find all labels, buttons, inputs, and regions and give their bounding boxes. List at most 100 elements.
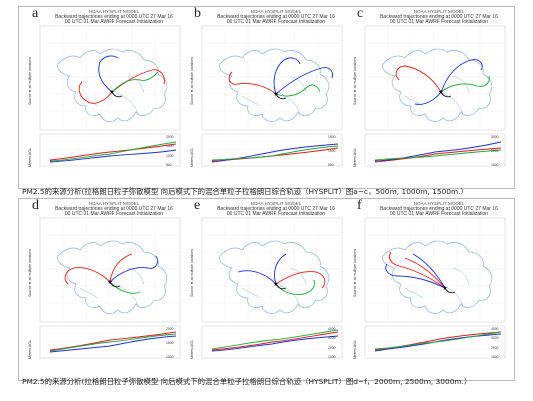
agl-label: Meters AGL: [190, 329, 199, 361]
source-label-text: Source ★ at multiple locations: [190, 248, 194, 297]
trajectory-panel-e: e NOAA HYSPLIT MODEL Backward trajectories…: [190, 198, 346, 373]
agl-label: Meters AGL: [28, 329, 37, 361]
height-profile-plot: [39, 325, 181, 359]
source-star-icon: ★: [107, 279, 112, 286]
trajectory-line: [395, 65, 442, 93]
panel-letter: f: [357, 198, 362, 213]
trajectory-line: [414, 91, 442, 105]
source-label: Source ★ at multiple locations: [353, 243, 362, 297]
caption-bottom: PM2.5的来源分析(拉格朗日粒子弥散模型 向后模式下的混合单粒子拉格朗日综合轨…: [22, 377, 472, 386]
height-trajectory-line: [211, 331, 339, 351]
panel-letter: c: [357, 6, 364, 21]
trajectory-line: [98, 55, 119, 93]
trajectory-line: [404, 257, 446, 289]
panel-subtitle: 00 UTC 01 Mar AWRF Forecast Initializati…: [64, 19, 164, 26]
panel-header: NOAA HYSPLIT MODEL Backward trajectories …: [206, 9, 346, 26]
source-star-icon: ★: [438, 89, 443, 96]
trajectory-line: [109, 253, 133, 283]
height-ytick: 1000: [491, 163, 499, 167]
trajectory-line: [412, 253, 446, 289]
height-trajectory-line: [211, 143, 339, 163]
panel-letter: b: [194, 6, 201, 21]
panel-subtitle: 00 UTC 01 Mar AWRF Forecast Initializati…: [389, 19, 489, 26]
panel-header: NOAA HYSPLIT MODEL Backward trajectories …: [206, 201, 346, 218]
trajectory-panel-b: b NOAA HYSPLIT MODEL Backward trajectories…: [190, 6, 346, 181]
height-ytick: 2000: [491, 149, 499, 153]
source-star-icon: ★: [273, 91, 278, 98]
height-profile-plot: [39, 133, 181, 167]
height-trajectory-line: [49, 143, 177, 161]
trajectory-panel-c: c NOAA HYSPLIT MODEL Backward trajectories…: [353, 6, 509, 181]
panel-model: NOAA HYSPLIT MODEL: [413, 201, 465, 206]
panel-title: Backward trajectories ending at 0000 UTC…: [380, 205, 498, 212]
country-outline: [219, 48, 330, 122]
country-outline: [382, 48, 493, 122]
country-outline: [57, 240, 168, 314]
trajectory-map: ★: [39, 25, 181, 131]
trajectory-line: [440, 91, 452, 98]
agl-label: Meters AGL: [353, 329, 362, 361]
panel-header: NOAA HYSPLIT MODEL Backward trajectories …: [44, 9, 184, 26]
trajectory-line: [111, 91, 123, 98]
height-trajectory-line: [211, 145, 339, 161]
panel-header: NOAA HYSPLIT MODEL Backward trajectories …: [369, 201, 509, 218]
height-trajectory-line: [49, 335, 177, 353]
trajectory-line: [273, 57, 301, 95]
trajectory-line: [275, 283, 287, 290]
height-trajectory-line: [211, 329, 339, 350]
height-ytick: 1500: [166, 341, 174, 345]
panel-model: NOAA HYSPLIT MODEL: [250, 9, 302, 14]
panel-subtitle: 00 UTC 01 Mar AWRF Forecast Initializati…: [389, 211, 489, 218]
panel-title: Backward trajectories ending at 0000 UTC…: [217, 205, 335, 212]
height-ytick: 1000: [166, 153, 174, 158]
panel-subtitle: 00 UTC 01 Mar AWRF Forecast Initializati…: [64, 211, 164, 218]
agl-label-text: Meters AGL: [190, 340, 194, 359]
trajectory-line: [275, 279, 315, 295]
source-label: Source ★ at multiple locations: [28, 243, 37, 297]
height-ytick: 4000: [328, 327, 336, 331]
height-ytick: 1000: [328, 149, 336, 153]
source-label-text: Source ★ at multiple locations: [28, 56, 32, 105]
height-ytick: 3000: [491, 135, 499, 139]
trajectory-line: [111, 71, 159, 93]
panel-letter: e: [194, 198, 201, 213]
agl-label-text: Meters AGL: [190, 148, 194, 167]
panel-title: Backward trajectories ending at 0000 UTC…: [380, 13, 498, 20]
trajectory-line: [109, 281, 121, 288]
trajectory-map: ★: [201, 217, 343, 323]
trajectory-line: [385, 263, 446, 289]
height-ytick: 2000: [166, 327, 174, 331]
panel-header: NOAA HYSPLIT MODEL Backward trajectories …: [44, 201, 184, 218]
trajectory-line: [64, 267, 111, 285]
trajectory-line: [444, 287, 456, 294]
height-ytick: 3000: [491, 336, 499, 341]
height-ytick: 1500: [166, 144, 174, 149]
height-ytick: 1000: [491, 355, 499, 359]
agl-label: Meters AGL: [190, 137, 199, 169]
panel-model: NOAA HYSPLIT MODEL: [88, 201, 140, 206]
source-label: Source ★ at multiple locations: [190, 51, 199, 105]
trajectory-panel-d: d NOAA HYSPLIT MODEL Backward trajectories…: [28, 198, 184, 373]
height-ytick: 2000: [166, 135, 174, 139]
source-label: Source ★ at multiple locations: [190, 243, 199, 297]
height-ytick: 1000: [166, 355, 174, 359]
trajectory-map: ★: [364, 217, 506, 323]
trajectory-map: ★: [364, 25, 506, 131]
panel-subtitle: 00 UTC 01 Mar AWRF Forecast Initializati…: [226, 19, 326, 26]
height-ytick: 500: [328, 163, 334, 167]
height-ytick: 500: [166, 163, 172, 167]
trajectory-line: [109, 281, 141, 294]
trajectory-line: [109, 255, 159, 283]
trajectory-panel-a: a NOAA HYSPLIT MODEL Backward trajectories…: [28, 6, 184, 181]
height-profile-plot: [364, 325, 506, 359]
agl-label: Meters AGL: [28, 137, 37, 169]
panel-title: Backward trajectories ending at 0000 UTC…: [55, 13, 173, 20]
trajectory-line: [388, 251, 446, 289]
height-ytick: 4000: [491, 327, 499, 331]
height-profile-plot: [201, 133, 343, 167]
panel-title: Backward trajectories ending at 0000 UTC…: [217, 13, 335, 20]
height-trajectory-line: [374, 141, 502, 162]
source-label-text: Source ★ at multiple locations: [353, 248, 357, 297]
panel-model: NOAA HYSPLIT MODEL: [88, 9, 140, 14]
trajectory-line: [275, 93, 287, 100]
